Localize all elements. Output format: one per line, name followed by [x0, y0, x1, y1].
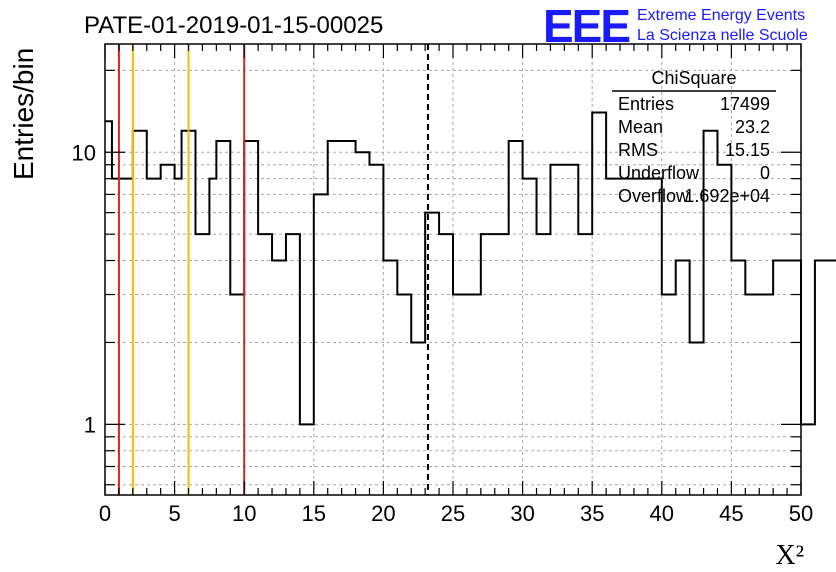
x-tick-label: 30: [510, 501, 534, 526]
x-tick-label: 25: [441, 501, 465, 526]
logo-mark: EEE: [543, 0, 629, 52]
stats-row-value: 17499: [720, 94, 770, 114]
axis-ticks: [104, 44, 802, 495]
logo-line-1: Extreme Energy Events: [637, 7, 805, 24]
y-tick-labels: 1 10: [72, 140, 96, 437]
stats-row-value: 0: [760, 163, 770, 183]
x-tick-label: 50: [789, 501, 813, 526]
stats-row-label: Overflow: [618, 186, 690, 206]
eee-logo: EEE Extreme Energy Events La Scienza nel…: [543, 0, 808, 52]
x-axis-label: X²: [775, 540, 804, 571]
reference-lines: [117, 44, 429, 495]
stats-row-label: Mean: [618, 117, 663, 137]
stats-box: ChiSquare Entries 17499 Mean 23.2 RMS 15.15 Un…: [612, 68, 776, 206]
x-tick-label: 5: [168, 501, 180, 526]
stats-row-label: Entries: [618, 94, 674, 114]
histogram-line: [105, 111, 836, 426]
stats-row-value: 23.2: [735, 117, 770, 137]
x-tick-label: 35: [580, 501, 604, 526]
y-axis-label: Entries/bin: [8, 48, 39, 180]
stats-row-value: 1.692e+04: [684, 186, 770, 206]
y-tick-label: 1: [84, 412, 96, 437]
x-tick-label: 10: [232, 501, 256, 526]
stats-row-value: 15.15: [725, 140, 770, 160]
x-tick-labels: 0 5 10 15 20 25 30 35 40 45 50: [99, 501, 813, 526]
y-tick-label: 10: [72, 140, 96, 165]
x-tick-label: 40: [650, 501, 674, 526]
chart-title: PATE-01-2019-01-15-00025: [84, 12, 383, 39]
x-tick-label: 15: [302, 501, 326, 526]
x-tick-label: 45: [719, 501, 743, 526]
stats-box-title: ChiSquare: [651, 68, 736, 88]
logo-line-2: La Scienza nelle Scuole: [637, 27, 808, 44]
x-tick-label: 0: [99, 501, 111, 526]
stats-row-label: Underflow: [618, 163, 700, 183]
stats-rows: Entries 17499 Mean 23.2 RMS 15.15 Underflow 0 Ov…: [618, 94, 770, 206]
stats-row-label: RMS: [618, 140, 658, 160]
x-tick-label: 20: [371, 501, 395, 526]
